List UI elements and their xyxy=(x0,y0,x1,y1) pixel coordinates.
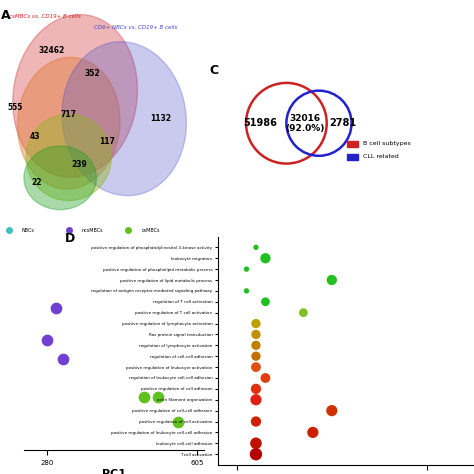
Point xyxy=(300,309,307,317)
Point xyxy=(328,407,336,414)
Point xyxy=(174,418,182,426)
Text: 43: 43 xyxy=(29,132,40,141)
Text: CD6+ NBCs vs. CD19+ B cells: CD6+ NBCs vs. CD19+ B cells xyxy=(94,26,178,30)
Point xyxy=(262,255,269,262)
Ellipse shape xyxy=(26,114,111,201)
Ellipse shape xyxy=(18,57,120,189)
Point xyxy=(140,393,147,401)
Text: B cell subtypes: B cell subtypes xyxy=(363,141,410,146)
Point xyxy=(252,331,260,338)
Point xyxy=(252,352,260,360)
Text: csMBCs vs. CD19+ B cells: csMBCs vs. CD19+ B cells xyxy=(9,14,81,19)
Text: 555: 555 xyxy=(8,103,23,112)
Text: A: A xyxy=(0,9,10,22)
Text: 51986: 51986 xyxy=(243,118,277,128)
Text: 32462: 32462 xyxy=(38,46,65,55)
Text: 117: 117 xyxy=(99,137,115,146)
Text: C: C xyxy=(209,64,218,76)
Point xyxy=(252,244,260,251)
Point xyxy=(252,450,260,458)
Text: 2781: 2781 xyxy=(329,118,356,128)
Ellipse shape xyxy=(62,42,186,196)
Text: NBCs: NBCs xyxy=(22,228,35,233)
Text: 22: 22 xyxy=(31,178,42,187)
Point xyxy=(59,355,67,363)
Point xyxy=(52,304,60,312)
Text: D: D xyxy=(64,232,75,246)
X-axis label: PC1: PC1 xyxy=(102,469,126,474)
Point xyxy=(252,439,260,447)
Point xyxy=(252,342,260,349)
Point xyxy=(243,265,250,273)
Text: CLL related: CLL related xyxy=(363,155,399,159)
Bar xyxy=(347,141,357,147)
Point xyxy=(309,428,317,436)
Text: 352: 352 xyxy=(84,69,100,78)
Text: csMBCs: csMBCs xyxy=(141,228,160,233)
Point xyxy=(262,374,269,382)
Bar xyxy=(347,154,357,160)
Point xyxy=(154,393,162,401)
Text: 239: 239 xyxy=(72,160,87,169)
Text: 717: 717 xyxy=(61,109,77,118)
Ellipse shape xyxy=(13,15,137,177)
Text: 32016
(92.0%): 32016 (92.0%) xyxy=(285,114,325,133)
Point xyxy=(252,363,260,371)
Point xyxy=(262,298,269,306)
Text: ncsMBCs: ncsMBCs xyxy=(82,228,103,233)
Point xyxy=(252,396,260,403)
Point xyxy=(243,287,250,295)
Point xyxy=(43,336,51,344)
Ellipse shape xyxy=(24,146,97,210)
Point xyxy=(252,418,260,425)
Point xyxy=(252,385,260,392)
Point xyxy=(252,320,260,328)
Point xyxy=(328,276,336,284)
Text: 1132: 1132 xyxy=(150,114,171,123)
